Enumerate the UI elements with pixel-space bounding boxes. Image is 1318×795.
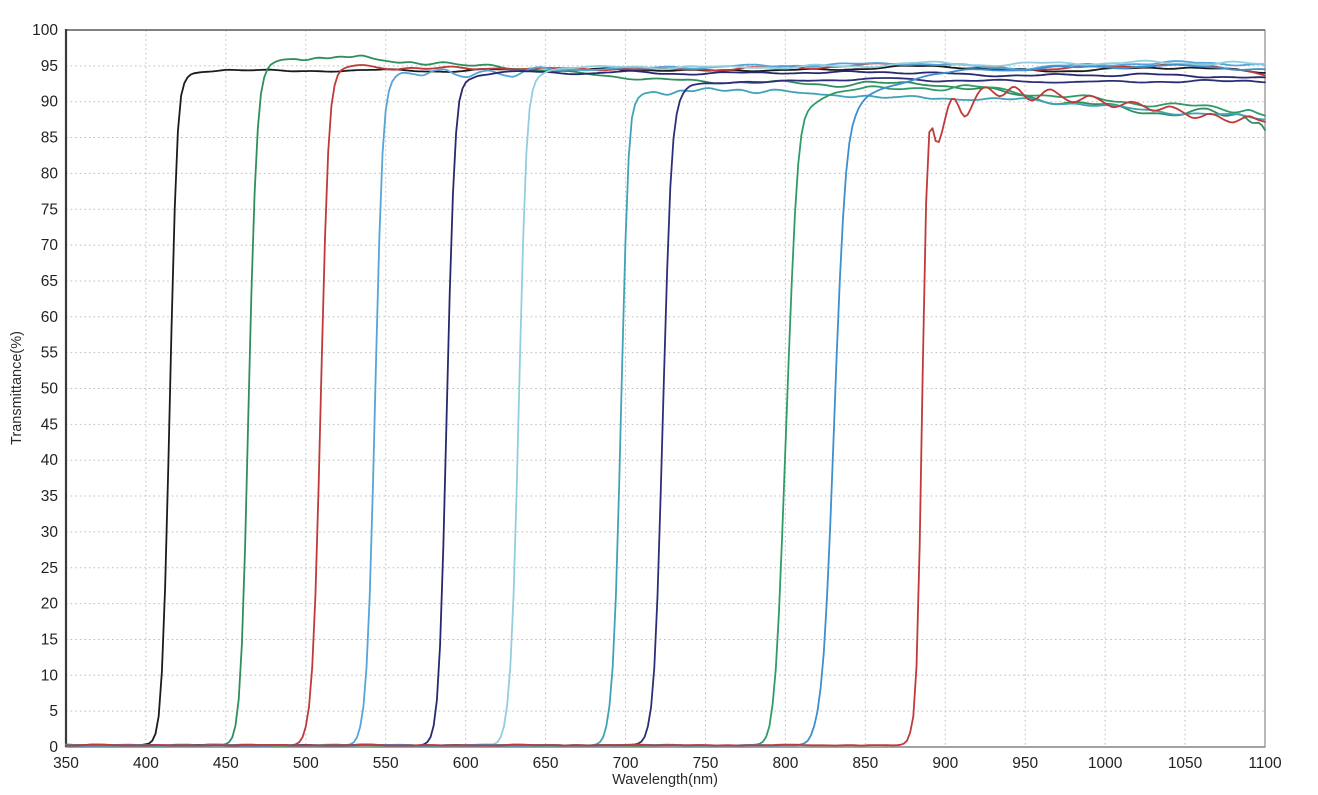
curve-longpass-810nm — [65, 84, 1266, 747]
y-tick-label: 75 — [41, 201, 58, 218]
y-tick-label: 50 — [41, 381, 59, 398]
x-tick-label: 800 — [772, 755, 798, 772]
x-tick-label: 850 — [852, 755, 878, 772]
curve-longpass-515nm — [65, 62, 1266, 747]
y-tick-label: 80 — [41, 165, 59, 182]
curve-longpass-590nm — [65, 70, 1266, 747]
x-tick-label: 450 — [213, 755, 239, 772]
curve-longpass-635nm — [65, 59, 1266, 747]
y-tick-label: 10 — [41, 667, 59, 684]
curve-longpass-550nm — [65, 60, 1266, 747]
y-tick-label: 45 — [41, 416, 58, 433]
x-tick-label: 1050 — [1168, 755, 1203, 772]
curve-longpass-470nm — [65, 54, 1266, 747]
y-tick-label: 0 — [49, 739, 58, 756]
y-tick-label: 100 — [32, 22, 58, 39]
y-tick-label: 15 — [41, 631, 58, 648]
x-tick-label: 400 — [133, 755, 159, 772]
x-tick-label: 350 — [53, 755, 79, 772]
x-tick-label: 700 — [613, 755, 639, 772]
x-tick-label: 600 — [453, 755, 479, 772]
y-tick-label: 25 — [41, 560, 58, 577]
y-tick-label: 95 — [41, 58, 58, 75]
y-tick-label: 70 — [41, 237, 59, 254]
x-tick-label: 550 — [373, 755, 399, 772]
x-tick-label: 750 — [693, 755, 719, 772]
curve-longpass-415nm — [65, 64, 1266, 747]
y-axis-title: Transmittance(%) — [9, 331, 25, 445]
x-tick-label: 900 — [932, 755, 958, 772]
y-tick-label: 40 — [41, 452, 59, 469]
curve-longpass-725nm — [65, 77, 1266, 747]
x-axis-title: Wavelength(nm) — [612, 772, 718, 788]
x-tick-label: 1100 — [1248, 755, 1282, 772]
y-tick-label: 90 — [41, 94, 59, 111]
curve-longpass-885nm — [65, 86, 1266, 747]
y-tick-label: 85 — [41, 130, 58, 147]
x-tick-label: 500 — [293, 755, 319, 772]
y-tick-label: 20 — [41, 596, 59, 613]
y-tick-label: 5 — [49, 703, 58, 720]
y-tick-label: 65 — [41, 273, 58, 290]
y-tick-label: 55 — [41, 345, 58, 362]
y-tick-label: 60 — [41, 309, 59, 326]
y-tick-label: 30 — [41, 524, 59, 541]
x-tick-label: 1000 — [1088, 755, 1123, 772]
curve-longpass-700nm — [65, 87, 1266, 747]
x-tick-label: 950 — [1012, 755, 1038, 772]
y-tick-label: 35 — [41, 488, 58, 505]
x-tick-label: 650 — [533, 755, 559, 772]
curve-longpass-832nm — [65, 63, 1266, 747]
